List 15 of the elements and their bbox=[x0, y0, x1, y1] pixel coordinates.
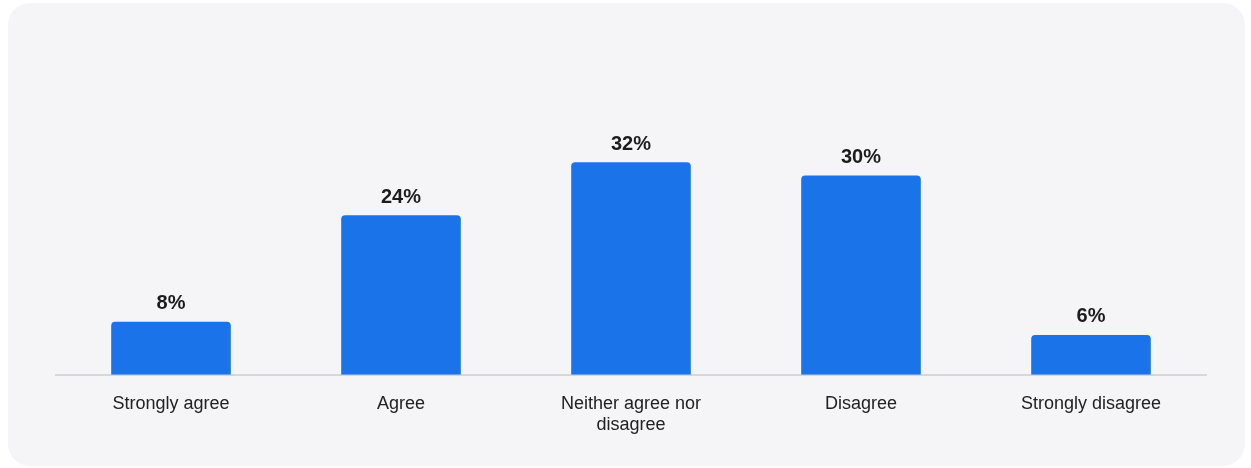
data-label: 24% bbox=[380, 184, 422, 207]
data-label: 8% bbox=[156, 291, 186, 314]
data-label: 30% bbox=[840, 144, 882, 167]
data-label: 32% bbox=[610, 131, 652, 154]
x-tick-label: Agree bbox=[376, 392, 426, 413]
x-tick-label: Strongly agree bbox=[112, 392, 230, 413]
bar bbox=[801, 175, 921, 375]
x-tick-label: Neither agree nor disagree bbox=[560, 392, 702, 435]
bar bbox=[1031, 334, 1151, 375]
x-tick-label: Disagree bbox=[824, 392, 898, 413]
x-tick-label: Strongly disagree bbox=[1020, 392, 1162, 413]
data-label: 6% bbox=[1076, 304, 1106, 327]
bar bbox=[341, 215, 461, 375]
bar bbox=[111, 321, 231, 375]
bar bbox=[571, 162, 691, 375]
